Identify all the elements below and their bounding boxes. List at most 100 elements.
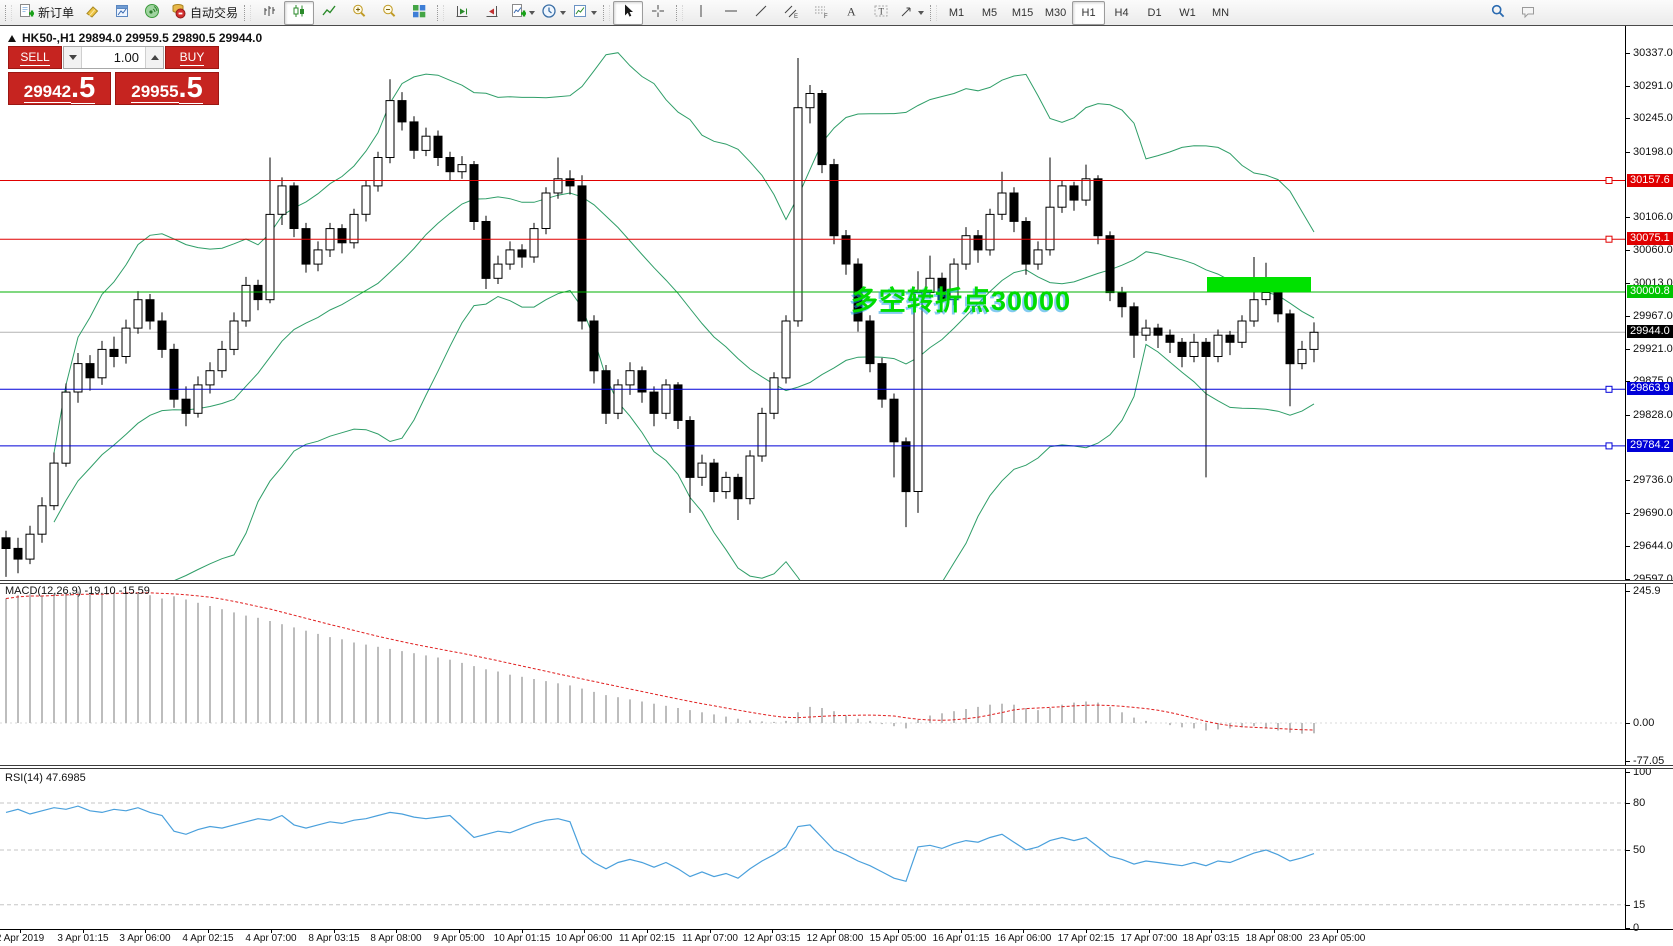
time-tick-mark	[1023, 930, 1024, 933]
buy-price-button[interactable]: 29955.5	[115, 72, 219, 105]
line-drag-handle[interactable]	[1605, 385, 1613, 393]
chart-window-button[interactable]	[107, 1, 137, 25]
eraser-button[interactable]	[77, 1, 107, 25]
axis-tick-mark	[1626, 316, 1630, 317]
search-button[interactable]	[1483, 1, 1513, 25]
autoscroll-button[interactable]	[477, 1, 507, 25]
axis-tick-mark	[1626, 381, 1630, 382]
candle-body	[1033, 249, 1043, 265]
equidistant-channel-button[interactable]: E	[776, 1, 806, 25]
horizontal-line-button[interactable]	[716, 1, 746, 25]
text-label-button[interactable]: T	[866, 1, 896, 25]
buy-button[interactable]: BUY	[165, 46, 219, 69]
macd-indicator-label: MACD(12,26,9) -19.10 -15.59	[5, 585, 150, 597]
candle-body	[937, 277, 947, 301]
trendline-button[interactable]	[746, 1, 776, 25]
signal-button[interactable]	[137, 1, 167, 25]
time-tick-mark	[83, 930, 84, 933]
volume-increase-button[interactable]	[145, 47, 163, 68]
chat-button[interactable]	[1513, 1, 1543, 25]
collapse-panel-icon[interactable]	[8, 34, 16, 42]
candle-body	[1045, 206, 1055, 251]
vertical-line-icon	[693, 3, 709, 22]
macd-pane-canvas[interactable]	[0, 584, 1625, 766]
sell-price-button[interactable]: 29942.5	[8, 72, 111, 105]
chart-shift-button[interactable]	[447, 1, 477, 25]
toolbar-grip	[437, 4, 445, 21]
period-menu-button[interactable]	[538, 1, 569, 25]
candle-body	[421, 135, 431, 151]
candle-body	[1177, 341, 1187, 357]
volume-decrease-button[interactable]	[64, 47, 82, 68]
rsi-line	[5, 805, 1315, 883]
time-tick-label: 16 Apr 06:00	[994, 933, 1052, 944]
autotrade-button[interactable]: 自动交易	[167, 1, 241, 25]
candle-body	[97, 348, 107, 379]
time-tick-label: 17 Apr 07:00	[1120, 933, 1178, 944]
templates-button[interactable]	[569, 1, 600, 25]
indicators-button[interactable]	[507, 1, 538, 25]
candle-body	[505, 249, 515, 265]
pane-separator[interactable]	[0, 580, 1673, 584]
highlight-rectangle[interactable]	[1207, 277, 1311, 292]
candle-body	[241, 284, 251, 322]
new-order-button[interactable]: 新订单	[15, 1, 77, 25]
period-button-H1[interactable]: H1	[1072, 0, 1106, 25]
volume-input[interactable]: 1.00	[113, 50, 139, 65]
vertical-line-button[interactable]	[686, 1, 716, 25]
cursor-button[interactable]	[613, 0, 644, 25]
line-drag-handle[interactable]	[1605, 177, 1613, 184]
clock-icon	[541, 3, 557, 22]
period-button-D1[interactable]: D1	[1147, 6, 1162, 19]
candle-body	[1261, 292, 1271, 301]
crosshair-button[interactable]	[643, 1, 673, 25]
period-button-H4[interactable]: H4	[1114, 6, 1129, 19]
fibonacci-button[interactable]: F	[806, 1, 836, 25]
svg-text:T: T	[879, 7, 885, 17]
bollinger-band-line	[53, 52, 1315, 454]
time-tick-mark	[145, 930, 146, 933]
price-axis[interactable]: 30337.0 30291.0 30245.0 30198.0 30106.0 30060…	[1625, 26, 1673, 934]
candle-body	[1297, 348, 1307, 365]
axis-tick-mark	[1626, 513, 1630, 514]
period-button-W1[interactable]: W1	[1179, 6, 1196, 19]
bar-chart-icon	[261, 3, 277, 22]
period-button-MN[interactable]: MN	[1211, 6, 1230, 19]
time-tick-label: 23 Apr 05:00	[1308, 933, 1366, 944]
sell-button[interactable]: SELL	[8, 46, 62, 69]
bar-chart-button[interactable]	[254, 1, 284, 25]
candlestick-button[interactable]	[284, 0, 315, 25]
time-axis[interactable]: 2 Apr 2019 3 Apr 01:15 3 Apr 06:00 4 Apr 02…	[0, 929, 1673, 946]
period-button-M15[interactable]: M15	[1011, 6, 1034, 19]
text-button[interactable]: A	[836, 1, 866, 25]
candle-body	[229, 320, 239, 350]
candle-body	[661, 384, 671, 414]
candle-body	[205, 370, 215, 386]
zoom-in-button[interactable]	[344, 1, 374, 25]
candle-body	[1141, 327, 1151, 336]
chart-text-annotation[interactable]: 多空转折点30000	[851, 286, 1072, 316]
sell-button-label: SELL	[20, 49, 50, 66]
period-button-M30[interactable]: M30	[1044, 6, 1067, 19]
caret-down-icon	[68, 55, 77, 60]
line-drag-handle[interactable]	[1605, 235, 1613, 243]
candle-body	[853, 263, 863, 322]
zoom-out-button[interactable]	[374, 1, 404, 25]
zoom-out-icon	[381, 3, 397, 22]
trendline-icon	[753, 3, 769, 22]
one-click-trading-panel: SELL 1.00 BUY 29942.5 29955.5	[8, 46, 219, 105]
period-button-M5[interactable]: M5	[981, 6, 998, 19]
pane-separator[interactable]	[0, 765, 1673, 769]
candle-body	[445, 157, 455, 173]
candle-body	[481, 221, 491, 279]
price-chart-canvas[interactable]	[0, 26, 1625, 581]
shapes-button[interactable]	[896, 1, 927, 25]
tile-windows-button[interactable]	[404, 1, 434, 25]
line-chart-button[interactable]	[314, 1, 344, 25]
time-tick-label: 15 Apr 05:00	[869, 933, 927, 944]
line-drag-handle[interactable]	[1605, 442, 1613, 450]
crosshair-icon	[650, 3, 666, 22]
candle-body	[301, 228, 311, 265]
rsi-pane-canvas[interactable]	[0, 769, 1625, 929]
period-button-M1[interactable]: M1	[948, 6, 965, 19]
